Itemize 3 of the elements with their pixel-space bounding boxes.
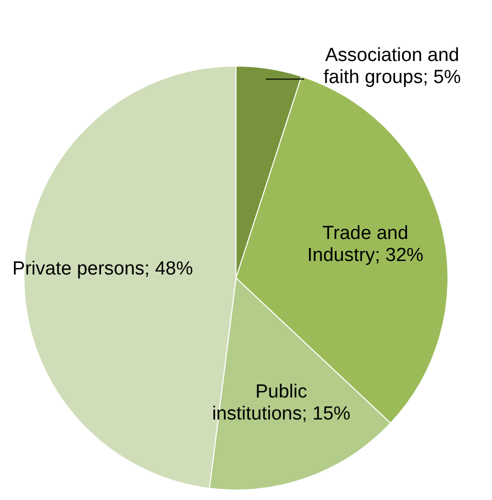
slice-label: Trade and Industry; 32%	[307, 222, 424, 266]
slice-label: Private persons; 48%	[12, 258, 194, 280]
slice-label: Association and faith groups; 5%	[324, 45, 461, 88]
